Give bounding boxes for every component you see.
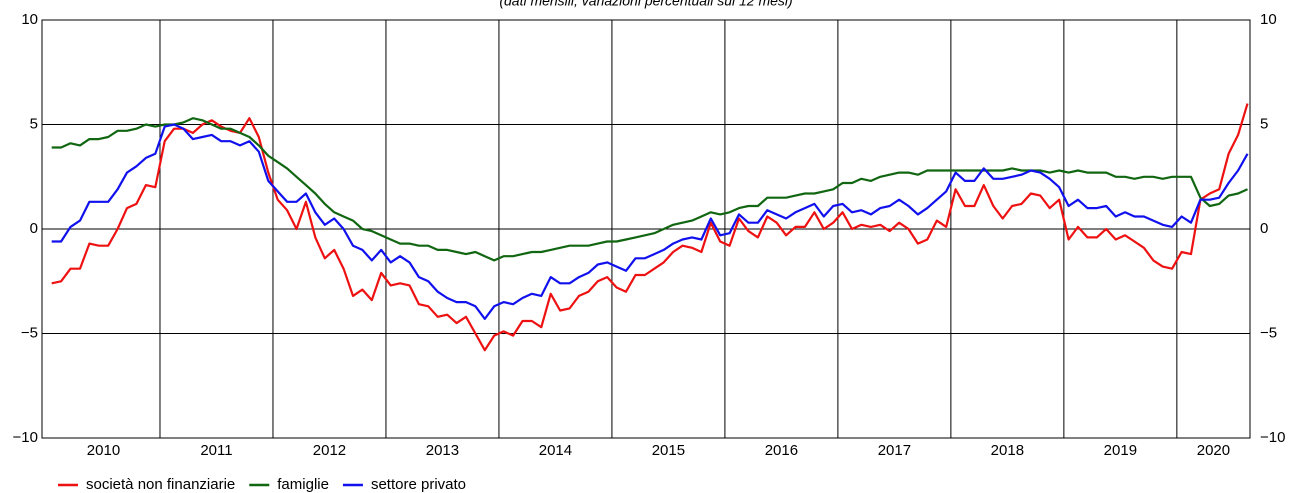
x-tick-label: 2017 xyxy=(878,442,911,459)
x-tick-label: 2019 xyxy=(1104,442,1137,459)
y-tick-label: 0 xyxy=(30,220,38,237)
y2-tick-label: −5 xyxy=(1260,324,1277,341)
y2-tick-label: 0 xyxy=(1260,220,1268,237)
legend-label: società non finanziarie xyxy=(86,476,235,493)
y-tick-label: −10 xyxy=(13,429,38,446)
line-series xyxy=(51,117,1248,262)
y-tick-label: 5 xyxy=(30,115,38,132)
x-tick-label: 2013 xyxy=(426,442,459,459)
y-tick-label: 10 xyxy=(21,11,38,28)
x-tick-label: 2011 xyxy=(200,442,232,459)
x-tick-label: 2018 xyxy=(991,442,1024,459)
y2-tick-label: −10 xyxy=(1260,429,1285,446)
legend-label: famiglie xyxy=(277,476,329,493)
x-tick-label: 2014 xyxy=(539,442,572,459)
plot-frame xyxy=(41,19,1251,439)
legend-label: settore privato xyxy=(371,476,466,493)
x-tick-label: 2016 xyxy=(765,442,798,459)
chart-subtitle: (dati mensili; variazioni percentuali su… xyxy=(499,0,792,9)
x-tick-label: 2012 xyxy=(313,442,346,459)
line-series xyxy=(51,123,1249,320)
y2-tick-label: 10 xyxy=(1260,11,1277,28)
line-series xyxy=(51,103,1249,352)
y2-tick-label: 5 xyxy=(1260,115,1268,132)
y-tick-label: −5 xyxy=(21,324,38,341)
x-tick-label: 2015 xyxy=(652,442,685,459)
x-tick-label: 2010 xyxy=(87,442,120,459)
x-tick-label: 2020 xyxy=(1197,442,1230,459)
